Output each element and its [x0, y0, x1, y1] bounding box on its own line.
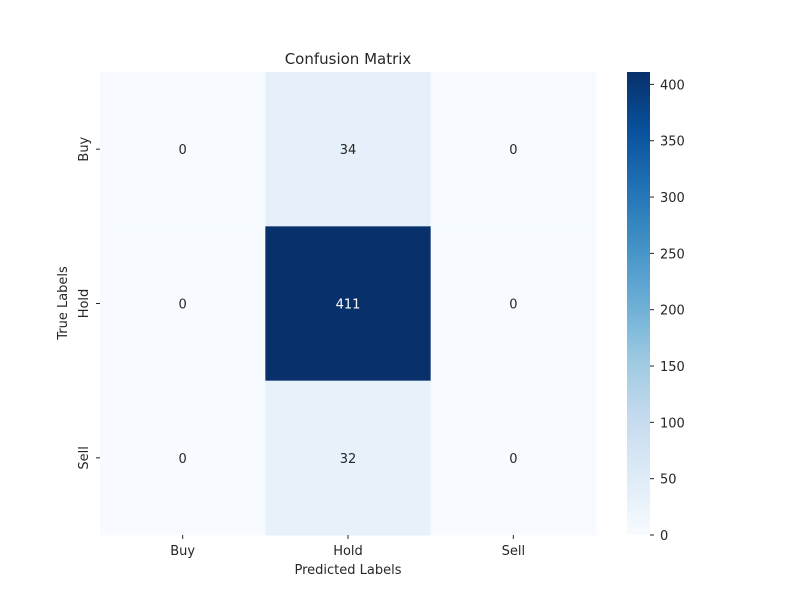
- y-tick-label: Buy: [77, 136, 92, 161]
- colorbar-tick-label: 350: [660, 135, 685, 150]
- y-tick-label: Sell: [77, 446, 92, 469]
- x-axis-label: Predicted Labels: [294, 563, 401, 578]
- heatmap-cell: [100, 72, 266, 227]
- chart-title: Confusion Matrix: [285, 50, 412, 68]
- heatmap-cell: [265, 226, 432, 382]
- y-axis-label: True Labels: [56, 266, 71, 341]
- cell-value-label: 0: [509, 452, 517, 467]
- colorbar-tick-label: 250: [660, 247, 685, 262]
- colorbar-tick-label: 200: [660, 304, 685, 319]
- colorbar-tick-label: 300: [660, 191, 685, 206]
- heatmap-cell: [430, 226, 597, 382]
- cell-value-label: 0: [509, 143, 517, 158]
- heatmap-cells: [100, 72, 597, 536]
- cell-value-label: 0: [179, 452, 187, 467]
- cell-value-label: 0: [179, 143, 187, 158]
- colorbar-ticks: 0 50 100 150 200 250 300 350 400: [650, 78, 685, 544]
- cell-value-label: 0: [509, 298, 517, 313]
- heatmap-cell: [100, 226, 266, 382]
- colorbar: [627, 72, 650, 535]
- x-tick-label: Sell: [502, 544, 525, 559]
- x-tick-label: Hold: [333, 544, 363, 559]
- cell-value-label: 32: [340, 452, 357, 467]
- colorbar-tick-label: 400: [660, 78, 685, 93]
- cell-value-label: 0: [179, 298, 187, 313]
- colorbar-tick-label: 150: [660, 360, 685, 375]
- heatmap-cell: [100, 380, 266, 536]
- heatmap-cell: [265, 380, 432, 536]
- cell-value-label: 411: [336, 298, 361, 313]
- heatmap-cell: [265, 72, 432, 227]
- heatmap-cell-labels: 0 34 0 0 411 0 0 32 0: [179, 143, 518, 467]
- heatmap-cell: [430, 72, 597, 227]
- colorbar-tick-label: 0: [660, 529, 668, 544]
- colorbar-tick-label: 50: [660, 473, 677, 488]
- cell-value-label: 34: [340, 143, 357, 158]
- y-axis: Buy Hold Sell: [77, 136, 100, 470]
- x-axis: Buy Hold Sell: [170, 535, 525, 559]
- heatmap-cell: [430, 380, 597, 536]
- x-tick-label: Buy: [170, 544, 195, 559]
- y-tick-label: Hold: [77, 289, 92, 319]
- colorbar-tick-label: 100: [660, 416, 685, 431]
